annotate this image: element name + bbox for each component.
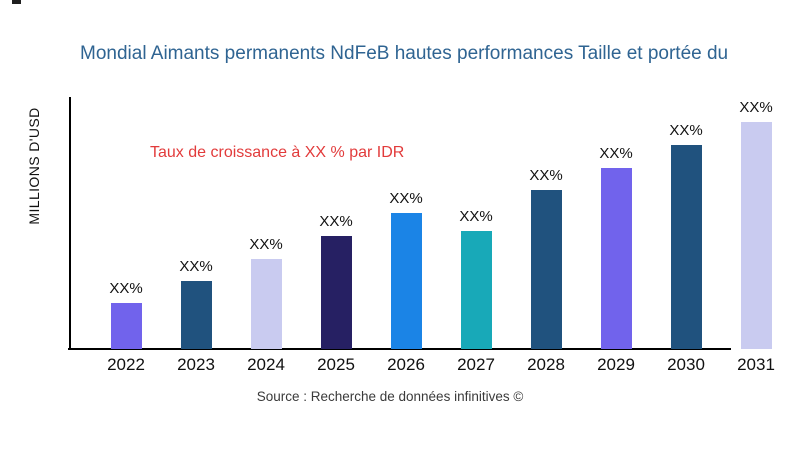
x-tick-2024: 2024 xyxy=(247,355,285,374)
bar-2030 xyxy=(670,145,702,349)
bar-value-label-2028: XX% xyxy=(529,167,563,184)
x-tick-2029: 2029 xyxy=(597,355,635,374)
bar-value-label-2027: XX% xyxy=(459,208,493,225)
bar-value-label-2031: XX% xyxy=(739,99,773,116)
bar-2027 xyxy=(460,231,492,349)
bar-value-label-2029: XX% xyxy=(599,145,633,162)
bar-2028 xyxy=(530,190,562,349)
bar-2022 xyxy=(110,303,142,349)
bar-2024 xyxy=(250,259,282,349)
bar-2025 xyxy=(320,236,352,349)
y-axis-label: MILLIONS D'USD xyxy=(26,107,42,225)
x-tick-2027: 2027 xyxy=(457,355,495,374)
x-axis-line xyxy=(68,348,731,350)
y-axis-line xyxy=(69,97,71,350)
x-tick-2028: 2028 xyxy=(527,355,565,374)
bar-value-label-2025: XX% xyxy=(319,213,353,230)
x-tick-2023: 2023 xyxy=(177,355,215,374)
bar-2023 xyxy=(180,281,212,349)
chart-title: Mondial Aimants permanents NdFeB hautes … xyxy=(80,43,729,64)
source-caption: Source : Recherche de données infinitive… xyxy=(256,389,524,404)
x-tick-2026: 2026 xyxy=(387,355,425,374)
bar-value-label-2023: XX% xyxy=(179,258,213,275)
bar-value-label-2026: XX% xyxy=(389,190,423,207)
bar-value-label-2022: XX% xyxy=(109,280,143,297)
x-tick-2030: 2030 xyxy=(667,355,705,374)
x-tick-2022: 2022 xyxy=(107,355,145,374)
bar-2029 xyxy=(600,168,632,349)
bar-2026 xyxy=(390,213,422,349)
bar-2031 xyxy=(740,122,772,349)
x-tick-2025: 2025 xyxy=(317,355,355,374)
x-tick-2031: 2031 xyxy=(737,355,775,374)
screen-artifact xyxy=(12,0,21,4)
bar-value-label-2024: XX% xyxy=(249,236,283,253)
growth-rate-annotation: Taux de croissance à XX % par IDR xyxy=(150,144,405,161)
bar-value-label-2030: XX% xyxy=(669,122,703,139)
